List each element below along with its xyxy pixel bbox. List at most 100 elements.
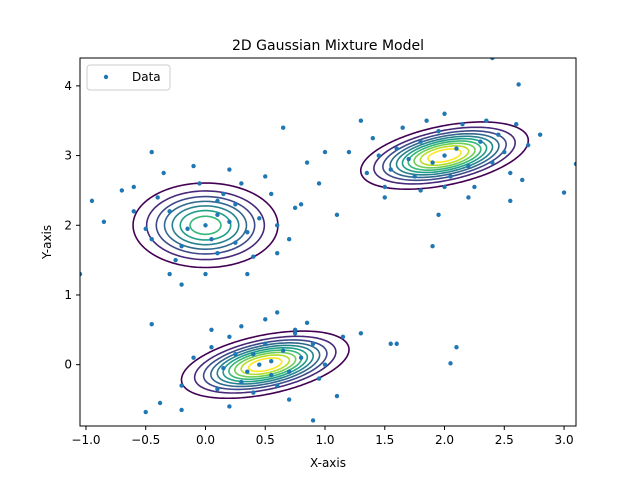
data-point	[442, 184, 447, 190]
contour-level-3	[155, 130, 507, 391]
data-point	[364, 170, 370, 176]
x-tick-label: 3.0	[555, 433, 574, 447]
data-point	[286, 237, 292, 242]
data-point	[388, 167, 393, 172]
data-point	[400, 125, 405, 130]
data-point	[358, 118, 364, 123]
data-point	[286, 397, 292, 402]
data-point	[304, 160, 310, 165]
x-tick-label: 2.0	[435, 433, 454, 447]
legend: Data	[86, 64, 171, 91]
data-point	[257, 216, 262, 221]
data-point	[436, 128, 441, 134]
data-point	[561, 190, 567, 195]
data-point	[418, 188, 423, 193]
data-point	[280, 348, 286, 353]
data-point	[472, 184, 477, 190]
data-point	[418, 139, 423, 144]
data-point	[454, 345, 459, 350]
data-point	[203, 223, 208, 228]
data-point	[245, 230, 250, 235]
x-tick-label: 0.0	[196, 433, 215, 447]
data-point	[382, 195, 387, 200]
data-point	[239, 379, 244, 385]
data-point	[508, 198, 513, 204]
data-point	[310, 341, 316, 346]
x-axis: −1.0 −0.5 0.0 0.5 1.0 1.5 2.0 2.5 3.0	[71, 426, 574, 447]
data-point	[263, 341, 268, 346]
data-point	[514, 122, 519, 127]
data-point	[251, 390, 256, 395]
data-point	[221, 191, 226, 197]
data-point	[227, 334, 232, 339]
data-point	[478, 139, 483, 144]
contour-level-2	[145, 126, 516, 394]
data-point	[167, 271, 172, 277]
data-point	[484, 118, 489, 123]
data-point	[101, 219, 107, 224]
data-point	[442, 111, 447, 116]
data-point	[179, 407, 184, 413]
data-point	[376, 153, 381, 158]
data-point	[466, 163, 471, 169]
data-point	[430, 160, 435, 165]
data-point	[573, 161, 576, 167]
data-point	[149, 149, 154, 155]
data-point	[442, 153, 447, 158]
data-point	[257, 362, 262, 367]
data-point	[185, 226, 190, 231]
y-tick-label: 2	[64, 218, 72, 232]
data-point	[448, 174, 453, 179]
data-point	[448, 361, 453, 366]
data-point	[197, 181, 202, 186]
data-point	[227, 167, 232, 172]
data-point	[233, 202, 238, 207]
data-point	[179, 243, 184, 249]
data-point	[203, 271, 208, 277]
x-tick-label: 2.5	[495, 433, 514, 447]
data-point	[167, 209, 172, 214]
data-point	[275, 310, 280, 315]
scatter-points	[80, 58, 576, 423]
data-point	[436, 212, 441, 218]
data-point	[316, 376, 322, 381]
data-point	[430, 243, 435, 249]
data-point	[292, 205, 298, 211]
data-point	[215, 198, 220, 204]
data-point	[316, 181, 322, 186]
data-point	[227, 219, 232, 224]
data-point	[490, 160, 495, 165]
x-tick-label: 1.5	[375, 433, 394, 447]
legend-marker	[103, 74, 109, 80]
contour-level-5	[171, 135, 494, 385]
y-tick-label: 3	[64, 149, 72, 163]
data-point	[143, 409, 148, 415]
plot-frame	[79, 57, 577, 427]
data-point	[310, 418, 316, 423]
data-point	[209, 237, 214, 242]
data-point	[209, 327, 214, 333]
data-point	[233, 352, 238, 357]
chart-title: 2D Gaussian Mixture Model	[232, 38, 424, 54]
data-point	[292, 327, 298, 333]
data-point	[149, 237, 154, 242]
data-point	[239, 324, 244, 329]
data-point	[251, 352, 256, 357]
data-point	[382, 184, 387, 190]
data-point	[245, 271, 250, 277]
x-tick-label: −0.5	[131, 433, 160, 447]
data-point	[239, 181, 244, 186]
y-tick-label: 1	[64, 288, 72, 302]
data-point	[227, 404, 232, 409]
data-point	[346, 149, 352, 155]
data-point	[370, 135, 376, 141]
data-point	[496, 132, 501, 137]
x-tick-label: 0.5	[256, 433, 275, 447]
data-point	[173, 257, 178, 263]
data-point	[466, 195, 471, 200]
data-point	[502, 149, 507, 155]
data-point	[424, 118, 429, 123]
data-point	[263, 317, 268, 322]
data-point	[520, 177, 525, 183]
